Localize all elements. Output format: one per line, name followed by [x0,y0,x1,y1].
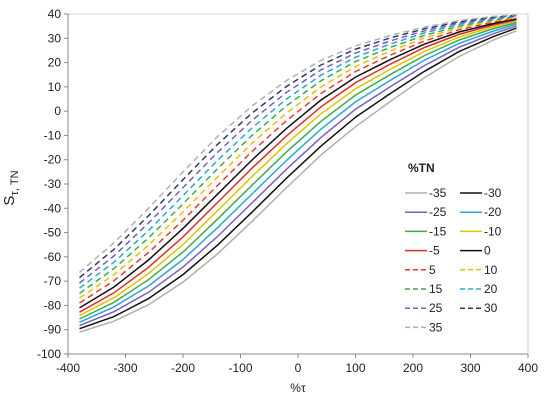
series-line-35 [79,13,517,273]
y-axis-label-main: S [1,196,18,206]
x-tick-label: -400 [56,361,80,375]
x-tick-label: 0 [295,361,302,375]
y-axis-label: Sτ, TN [1,170,21,205]
legend-label: -30 [484,186,502,200]
legend-label: 10 [484,263,498,277]
y-tick-label: -50 [44,226,62,240]
legend-label: 35 [429,320,443,334]
x-tick-label: 300 [460,361,480,375]
y-tick-label: -20 [44,153,62,167]
series-line--35 [79,30,517,333]
series-line-10 [79,16,517,299]
series-line-30 [79,14,517,279]
series-line-20 [79,15,517,289]
y-tick-label: 40 [48,7,62,21]
x-tick-label: 100 [345,361,365,375]
legend-label: 25 [429,301,443,315]
legend-label: 15 [429,282,443,296]
x-tick-label: -300 [113,361,137,375]
legend-label: -10 [484,224,502,238]
x-tick-label: 200 [403,361,423,375]
series-line-0 [79,18,517,309]
series-line--30 [79,27,517,330]
x-tick-label: -100 [228,361,252,375]
series-line-5 [79,17,517,304]
series-line--20 [79,23,517,323]
y-tick-label: -10 [44,128,62,142]
legend-label: -5 [429,244,440,258]
y-tick-label: -70 [44,274,62,288]
y-tick-label: -90 [44,323,62,337]
series-line-15 [79,15,517,294]
y-tick-label: 20 [48,56,62,70]
x-tick-label: 400 [518,361,538,375]
series-layer [79,13,517,333]
y-axis-label-sub: τ, TN [9,170,21,195]
series-line-25 [79,14,517,284]
series-line--10 [79,20,517,317]
series-line--25 [79,25,517,327]
x-axis-label: %τ [290,381,306,395]
legend-label: -15 [429,224,447,238]
y-tick-label: -30 [44,177,62,191]
x-tick-label: -200 [171,361,195,375]
legend-label: -35 [429,186,447,200]
y-tick-label: 30 [48,31,62,45]
series-line--15 [79,21,517,320]
y-tick-label: -80 [44,298,62,312]
legend-label: 0 [484,244,491,258]
series-line--5 [79,19,517,313]
legend-label: 20 [484,282,498,296]
y-tick-label: -40 [44,201,62,215]
legend-label: -25 [429,205,447,219]
legend: %TN -35 -30 -25 -20 -15 -10 -5 0 5 10 15 20 25 30 35 [405,161,502,334]
legend-title: %TN [408,161,435,175]
y-tick-label: 0 [54,104,61,118]
plot-area-border [67,13,529,355]
legend-label: 5 [429,263,436,277]
legend-label: 30 [484,301,498,315]
y-tick-label: 10 [48,80,62,94]
y-tick-label: -60 [44,250,62,264]
y-tick-label: -100 [37,347,61,361]
legend-label: -20 [484,205,502,219]
